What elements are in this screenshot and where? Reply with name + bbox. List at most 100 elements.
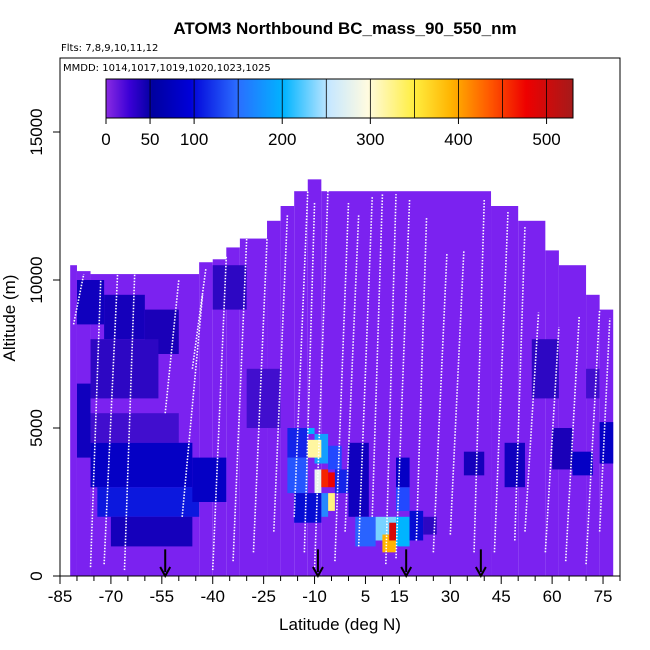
heatmap-cell — [328, 472, 335, 488]
y-tick-label: 10000 — [27, 256, 46, 303]
heatmap-cell — [321, 469, 329, 488]
heatmap-cell — [212, 265, 247, 310]
colorbar-tick-label: 500 — [532, 130, 560, 149]
flight-profile — [303, 203, 316, 553]
x-axis: -85 -70 -55 -40 -25 -10 5 15 30 45 60 75 — [48, 576, 621, 606]
heatmap-cell — [396, 516, 410, 547]
heatmap-cell — [504, 442, 525, 488]
heatmap-cell — [246, 368, 281, 428]
flight-profile — [181, 294, 204, 517]
heatmap-cell — [90, 339, 159, 399]
dates-label: MMDD: 1014,1017,1019,1020,1023,1025 — [63, 63, 271, 74]
x-tick-label: -10 — [302, 587, 327, 606]
x-tick-label: -25 — [251, 587, 276, 606]
arrow-head — [159, 566, 172, 579]
heatmap-cell — [314, 469, 322, 494]
chart-title: ATOM3 Northbound BC_mass_90_550_nm — [173, 19, 516, 38]
heatmap-cell — [307, 428, 315, 434]
colorbar: 0 50 100 200 300 400 500 — [101, 78, 574, 149]
flight-profile — [598, 318, 611, 532]
flight-profile — [564, 315, 581, 562]
arrow-head — [400, 566, 413, 579]
heatmap-cell — [334, 469, 349, 494]
plot-frame — [59, 57, 621, 577]
x-tick-label: 15 — [390, 587, 409, 606]
x-tick-label: 5 — [361, 587, 370, 606]
flight-profile — [164, 279, 180, 414]
heatmap-column — [491, 206, 519, 576]
y-axis: 0 5000 10000 15000 — [27, 108, 60, 581]
heatmap-cell — [110, 516, 193, 547]
colorbar-tick-label: 300 — [356, 130, 384, 149]
flight-profile — [123, 274, 136, 571]
heatmap — [70, 179, 614, 576]
heatmap-cell — [321, 493, 329, 517]
colorbar-tick-label: 400 — [444, 130, 472, 149]
flight-profile — [293, 191, 309, 517]
flight-profile — [103, 271, 119, 565]
heatmap-cell — [396, 487, 410, 511]
heatmap-cell — [90, 442, 193, 488]
heatmap-cell — [328, 445, 342, 470]
x-axis-label: Latitude (deg N) — [279, 615, 401, 634]
flight-profile — [72, 273, 85, 325]
flight-profile — [432, 253, 448, 553]
heatmap-cell — [76, 383, 91, 458]
arrow-head — [312, 566, 324, 579]
heatmap-cell — [463, 451, 485, 476]
flight-profile — [313, 185, 329, 571]
y-tick-label: 0 — [27, 571, 46, 580]
heatmap-cell — [552, 428, 573, 470]
flight-profile — [211, 256, 228, 571]
x-tick-label: 75 — [594, 587, 613, 606]
arrow-markers — [159, 549, 487, 579]
flight-profile — [449, 250, 465, 535]
heatmap-cell — [572, 451, 593, 476]
flight-profile — [191, 268, 207, 369]
x-tick-label: -85 — [48, 587, 73, 606]
colorbar-gradient — [105, 78, 574, 119]
flight-profile — [513, 226, 526, 541]
flight-profile — [524, 312, 540, 532]
heatmap-cell — [389, 522, 396, 541]
heatmap-cell — [423, 516, 437, 535]
flight-profiles — [72, 185, 611, 571]
flight-profile — [585, 309, 601, 565]
flight-profile — [252, 238, 268, 553]
heatmap-cell — [348, 442, 369, 517]
heatmap-cell — [287, 457, 308, 494]
colorbar-tick-label: 100 — [180, 130, 208, 149]
heatmap-cell — [586, 368, 600, 399]
x-tick-label: 30 — [441, 587, 460, 606]
y-tick-label: 5000 — [27, 409, 46, 447]
colorbar-tick-label: 0 — [101, 130, 110, 149]
heatmap-cell — [396, 457, 410, 488]
heatmap-cell — [287, 428, 308, 458]
colorbar-tick-label: 50 — [141, 130, 160, 149]
heatmap-cell — [355, 516, 376, 547]
heatmap-column — [70, 265, 77, 576]
heatmap-cell — [307, 439, 322, 458]
flight-profile — [357, 197, 374, 547]
flight-profile — [344, 214, 360, 532]
flight-profile — [273, 214, 289, 532]
x-tick-label: -70 — [99, 587, 124, 606]
x-tick-label: -40 — [200, 587, 225, 606]
heatmap-cell — [104, 294, 145, 340]
heatmap-cell — [599, 422, 614, 464]
heatmap-column — [280, 206, 295, 576]
flights-label: Flts: 7,8,9,10,11,12 — [61, 43, 158, 54]
colorbar-tick-label: 200 — [268, 130, 296, 149]
heatmap-cell — [328, 493, 335, 511]
heatmap-cell — [531, 339, 559, 399]
heatmap-cell — [409, 510, 424, 541]
x-tick-label: 45 — [492, 587, 511, 606]
y-axis-label: Altitude (m) — [0, 275, 19, 362]
heatmap-cell — [192, 457, 227, 502]
x-tick-label: 60 — [543, 587, 562, 606]
heatmap-cell — [97, 487, 200, 517]
heatmap-column — [558, 265, 587, 576]
x-tick-label: -55 — [150, 587, 175, 606]
y-tick-label: 15000 — [27, 108, 46, 155]
